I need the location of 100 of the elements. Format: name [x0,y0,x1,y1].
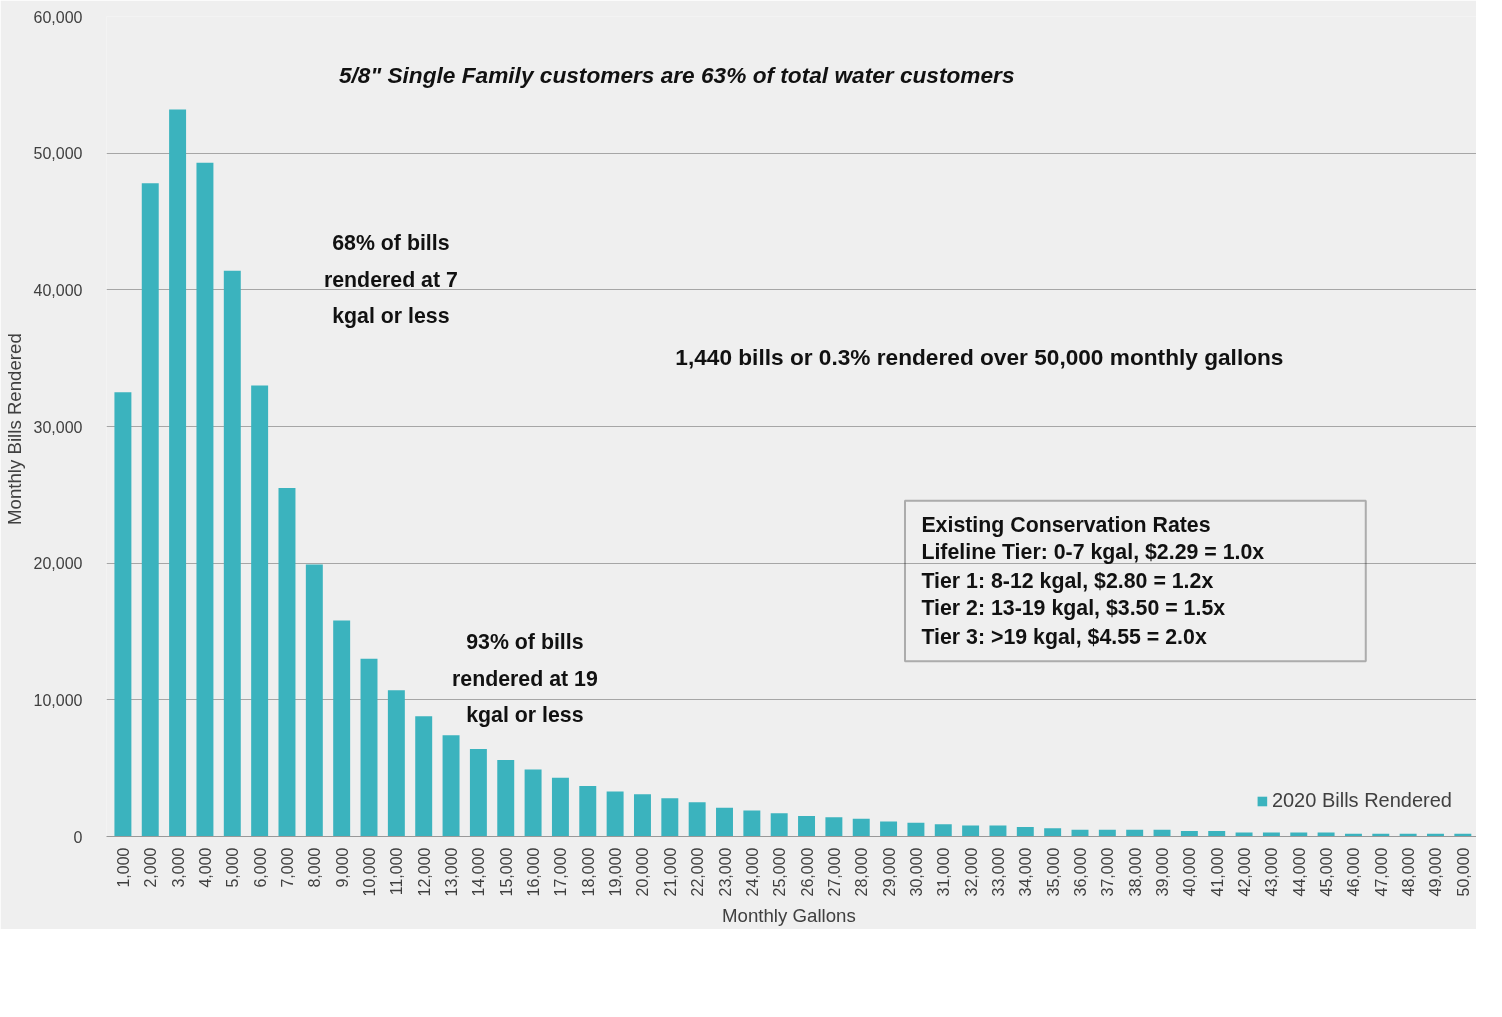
x-tick-label: 46,000 [1345,847,1363,897]
x-tick-label: 43,000 [1263,847,1281,897]
bar [989,825,1007,837]
bar [1290,832,1308,837]
x-tick-label: 3,000 [169,847,187,888]
bar [1208,831,1226,837]
x-tick-label: 24,000 [743,847,761,897]
x-tick-label: 16,000 [525,847,543,897]
bar [579,785,597,837]
x-tick-label: 29,000 [880,847,898,897]
x-tick-label: 25,000 [771,847,789,897]
x-tick-label: 11,000 [388,847,406,896]
bar [633,794,651,837]
legend-label: 2020 Bills Rendered [1271,789,1452,812]
annotation: Tier 3: >19 kgal, $4.55 = 2.0x [921,624,1207,649]
x-tick-label: 38,000 [1126,847,1144,897]
bar [825,817,843,837]
bar [196,162,214,837]
bar [1235,832,1253,837]
annotation: 5/8" Single Family customers are 63% of total water customers [338,62,1015,89]
bar [661,798,679,837]
y-tick-label: 30,000 [33,418,83,436]
bar [524,769,542,837]
annotation: 1,440 bills or 0.3% rendered over 50,000 monthly gallons [675,343,1284,370]
y-tick-label: 10,000 [33,691,83,709]
y-tick-label: 20,000 [33,555,83,573]
x-tick-label: 37,000 [1099,847,1117,897]
bar [223,270,241,837]
x-tick-label: 47,000 [1372,847,1390,897]
y-tick-label: 0 [73,828,83,846]
bar [141,183,159,837]
x-tick-label: 40,000 [1181,847,1199,897]
bar [798,816,816,837]
x-tick-label: 32,000 [962,847,980,897]
x-tick-label: 35,000 [1044,847,1062,897]
bar [114,392,132,837]
bar [716,807,733,837]
x-tick-label: 48,000 [1400,847,1418,897]
bar [387,690,405,837]
bar [1180,831,1198,837]
x-tick-label: 33,000 [989,847,1007,897]
bar [333,620,351,837]
bar [770,813,788,837]
x-tick-label: 1,000 [114,847,132,888]
bar [551,777,569,837]
x-tick-label: 4,000 [196,847,214,888]
bar [415,716,433,837]
bar [1262,832,1280,837]
x-tick-label: 5,000 [224,847,242,888]
x-tick-label: 45,000 [1318,847,1336,897]
bar [278,488,296,837]
bar [169,109,187,837]
x-tick-label: 10,000 [361,847,379,897]
x-tick-label: 21,000 [661,847,679,897]
y-tick-label: 50,000 [33,145,83,163]
x-tick-label: 26,000 [798,847,816,897]
x-tick-label: 19,000 [607,847,625,897]
x-tick-label: 9,000 [333,847,351,888]
annotation: Tier 2: 13-19 kgal, $3.50 = 1.5x [921,596,1226,621]
x-axis-title: Monthly Gallons [722,905,856,927]
x-tick-label: 31,000 [935,847,953,897]
bar [688,802,706,837]
x-tick-label: 22,000 [689,847,707,897]
x-tick-label: 34,000 [1017,847,1035,897]
x-tick-label: 13,000 [443,847,461,897]
bar [305,564,323,837]
bar [852,818,870,837]
bar [962,825,980,837]
x-tick-label: 49,000 [1427,847,1445,897]
x-tick-label: 42,000 [1236,847,1254,897]
x-tick-label: 7,000 [278,847,296,888]
bar [360,658,378,837]
x-tick-label: 23,000 [716,847,734,897]
x-tick-label: 30,000 [907,847,925,897]
annotation: 93% of bills rendered at 19 kgal or less [451,630,598,727]
y-axis-title: Monthly Bills Rendered [3,333,25,526]
bar [606,791,624,837]
bar [880,821,898,837]
x-tick-label: 12,000 [415,847,433,897]
bar [251,385,269,837]
x-tick-label: 15,000 [497,847,515,897]
bar [743,810,761,837]
bar [907,822,925,837]
x-tick-label: 36,000 [1071,847,1089,897]
y-tick-label: 40,000 [33,281,83,299]
x-tick-label: 18,000 [579,847,597,897]
x-tick-label: 27,000 [825,847,843,897]
annotation: Tier 1: 8-12 kgal, $2.80 = 1.2x [921,568,1214,593]
annotation: Existing Conservation Rates [921,512,1211,537]
x-tick-label: 20,000 [634,847,652,897]
x-tick-label: 6,000 [251,847,269,888]
annotation: Lifeline Tier: 0-7 kgal, $2.29 = 1.0x [921,540,1265,565]
bar [1317,832,1335,837]
x-tick-label: 8,000 [306,847,324,888]
bar [1044,828,1062,837]
x-tick-label: 50,000 [1454,847,1472,897]
x-tick-label: 2,000 [142,847,160,888]
x-tick-label: 41,000 [1208,847,1226,897]
bar [497,759,515,837]
annotation: 68% of bills rendered at 7 kgal or less [323,231,458,328]
